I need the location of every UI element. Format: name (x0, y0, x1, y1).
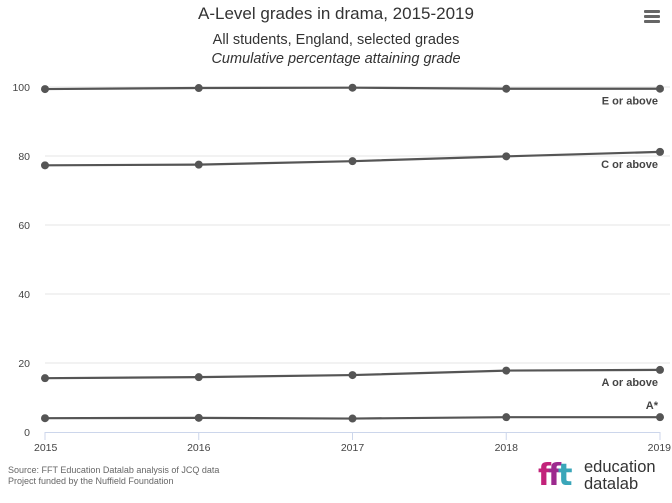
x-tick-label: 2015 (34, 442, 58, 454)
y-tick-label: 20 (18, 358, 30, 370)
series-label: A or above (602, 377, 658, 389)
data-point (348, 83, 357, 92)
data-point (194, 84, 203, 93)
fft-logo-mark: fft (538, 458, 573, 493)
data-point (41, 414, 49, 423)
y-tick-label: 100 (12, 82, 30, 94)
logo-wordmark: education datalab (584, 459, 656, 493)
data-point (502, 413, 511, 422)
subtitle-line-2: Cumulative percentage attaining grade (211, 51, 461, 67)
education-datalab-logo: fft education datalab (538, 458, 670, 496)
data-point (348, 414, 357, 423)
chart-title: A-Level grades in drama, 2015-2019 (198, 4, 474, 23)
data-point (348, 371, 357, 380)
data-point (502, 366, 511, 375)
x-tick-label: 2018 (495, 442, 519, 454)
data-point (41, 374, 49, 383)
line-chart: 0 20 40 60 80 100 2015 2016 2017 2018 2019 E or abo… (12, 82, 672, 454)
subtitle-line-1: All students, England, selected grades (212, 32, 460, 48)
data-point (41, 85, 49, 94)
logo-line-1: education (584, 458, 656, 476)
data-point (348, 157, 357, 166)
source-line-2: Project funded by the Nuffield Foundatio… (8, 476, 174, 486)
data-point (194, 413, 203, 422)
logo-line-2: datalab (584, 475, 639, 493)
hamburger-menu-icon[interactable] (644, 10, 660, 24)
x-tick-label: 2016 (187, 442, 211, 454)
y-tick-label: 0 (24, 427, 30, 439)
x-tick-label: 2017 (341, 442, 365, 454)
series-label: E or above (602, 96, 658, 108)
menu-bar-icon (644, 10, 660, 13)
data-point (656, 147, 664, 156)
source-line-1: Source: FFT Education Datalab analysis o… (8, 465, 220, 475)
menu-bar-icon (644, 15, 660, 18)
data-point (656, 365, 664, 374)
y-tick-label: 40 (18, 289, 30, 301)
data-point (194, 160, 203, 169)
data-point (502, 84, 511, 93)
data-point (194, 373, 203, 382)
x-tick-label: 2019 (648, 442, 672, 454)
data-point (656, 84, 664, 93)
data-point (656, 413, 664, 422)
data-point (502, 152, 511, 161)
y-tick-label: 60 (18, 220, 30, 232)
source-note: Source: FFT Education Datalab analysis o… (8, 465, 219, 487)
menu-bar-icon (644, 20, 660, 23)
series-label: A* (646, 400, 659, 412)
series-label: C or above (601, 159, 658, 171)
data-point (41, 161, 49, 170)
chart-subtitle: All students, England, selected grades C… (0, 31, 672, 69)
y-tick-label: 80 (18, 151, 30, 163)
